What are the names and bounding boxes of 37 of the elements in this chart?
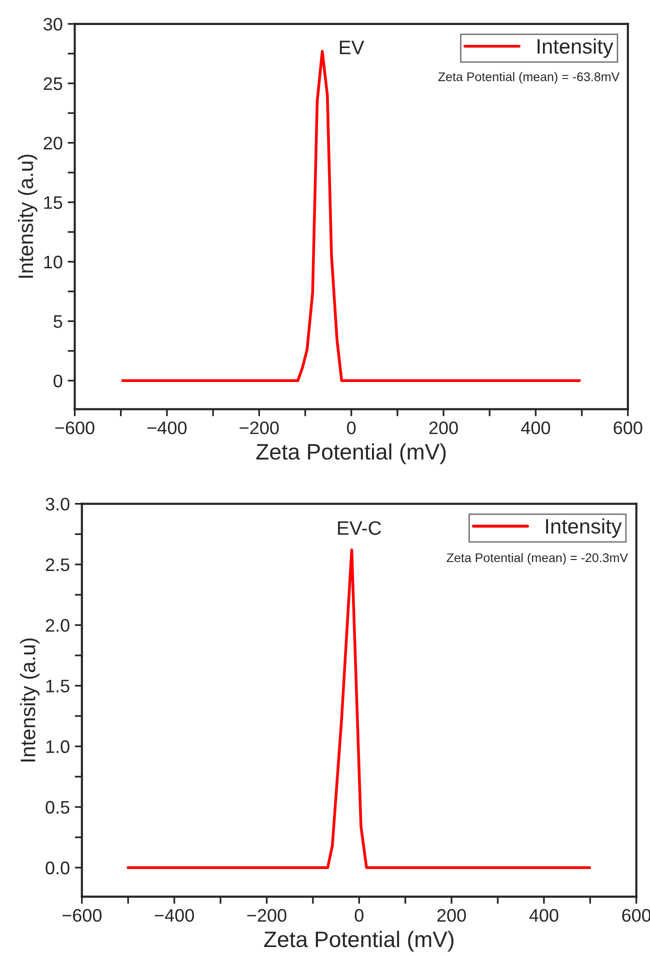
y-tick-label: 5 bbox=[54, 315, 62, 328]
y-tick-label: 3.0 bbox=[46, 498, 70, 511]
x-tick-label: −200 bbox=[247, 909, 286, 922]
x-tick-label: −400 bbox=[148, 421, 187, 434]
x-tick-label: −600 bbox=[62, 909, 102, 922]
legend-label: Intensity bbox=[546, 518, 622, 538]
y-tick-label: 2.0 bbox=[46, 619, 70, 632]
y-tick-label: 15 bbox=[44, 196, 62, 209]
x-axis-title: Zeta Potential (mV) bbox=[256, 443, 446, 464]
y-tick-label: 10 bbox=[44, 256, 62, 268]
x-axis-title: Zeta Potential (mV) bbox=[264, 930, 454, 952]
x-tick-label: −400 bbox=[154, 909, 194, 922]
y-tick-label: 0 bbox=[54, 374, 62, 388]
x-tick-label: −200 bbox=[240, 421, 279, 434]
x-tick-label: 400 bbox=[521, 421, 550, 434]
y-tick-label: 0.0 bbox=[46, 862, 70, 874]
x-tick-label: 400 bbox=[529, 909, 558, 922]
y-tick-label: 0.5 bbox=[46, 800, 70, 814]
y-tick-label: 1.5 bbox=[46, 680, 70, 692]
x-tick-label: 200 bbox=[429, 421, 458, 434]
text: EV bbox=[340, 40, 364, 54]
y-tick-label: 1.0 bbox=[46, 740, 70, 754]
y-axis-title: Intensity (a.u) bbox=[18, 154, 38, 278]
y-tick-label: 2.5 bbox=[46, 558, 70, 572]
x-tick-label: 0 bbox=[347, 421, 356, 434]
legend-label: Intensity bbox=[538, 38, 614, 58]
annotation: Zeta Potential (mean) = -63.8mV bbox=[438, 72, 620, 84]
x-tick-label: 200 bbox=[437, 909, 466, 922]
y-tick-label: 20 bbox=[44, 136, 62, 150]
x-tick-label: −600 bbox=[55, 421, 94, 434]
y-tick-label: 30 bbox=[44, 18, 62, 31]
y-axis-title: Intensity (a.u) bbox=[20, 638, 40, 762]
y-tick-label: 25 bbox=[44, 77, 62, 90]
text: EV-C bbox=[338, 521, 382, 535]
x-tick-label: 0 bbox=[354, 909, 364, 922]
x-tick-label: 600 bbox=[614, 421, 642, 434]
annotation: Zeta Potential (mean) = -20.3mV bbox=[446, 552, 628, 565]
